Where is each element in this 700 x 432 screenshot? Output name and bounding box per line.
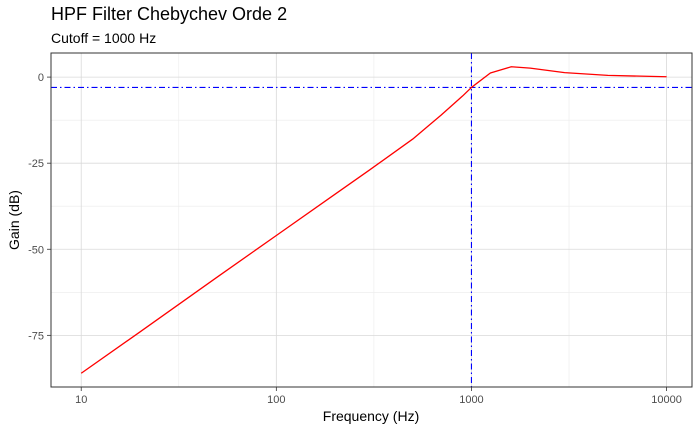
- y-tick-label: -75: [28, 330, 44, 342]
- x-tick-label: 10000: [651, 394, 682, 406]
- chart-title: HPF Filter Chebychev Orde 2: [51, 4, 288, 24]
- x-axis-title: Frequency (Hz): [322, 408, 420, 424]
- y-tick-label: -50: [28, 244, 44, 256]
- major-grid: [51, 53, 692, 387]
- x-tick-label: 100: [267, 394, 285, 406]
- reference-lines: [51, 53, 692, 387]
- series-line-gain: [80, 66, 667, 374]
- y-tick-label: 0: [38, 72, 44, 84]
- chart-subtitle: Cutoff = 1000 Hz: [51, 30, 157, 46]
- series-layer: [80, 66, 667, 374]
- plot-border: [50, 52, 693, 388]
- y-axis: 0 -25 -50 -75: [28, 72, 51, 342]
- minor-grid: [51, 53, 692, 387]
- plot-panel: [51, 53, 692, 387]
- x-tick-label: 10: [75, 394, 87, 406]
- x-axis: 10 100 1000 10000: [75, 387, 682, 406]
- y-tick-label: -25: [28, 158, 44, 170]
- y-axis-title: Gain (dB): [6, 190, 22, 250]
- x-tick-label: 1000: [459, 394, 483, 406]
